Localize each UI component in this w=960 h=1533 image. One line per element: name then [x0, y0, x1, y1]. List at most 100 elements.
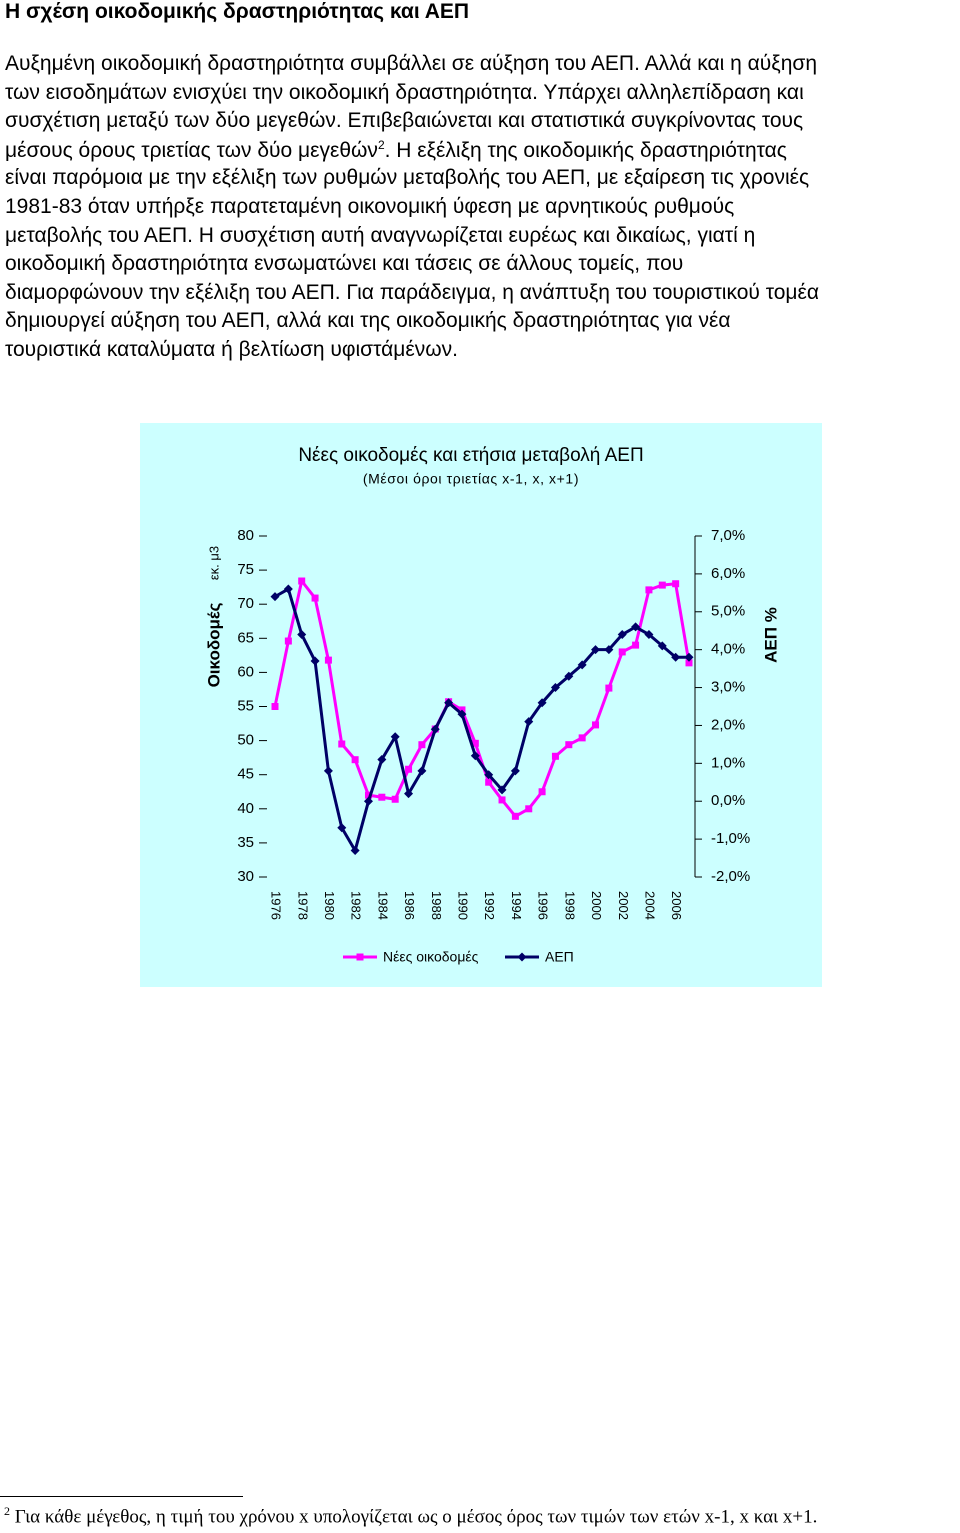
marker — [284, 637, 292, 645]
x-tick-label: 1986 — [402, 891, 417, 920]
x-tick-label: 2006 — [669, 891, 684, 920]
x-tick-label: 1994 — [509, 891, 524, 920]
footnote: 2 Για κάθε μέγεθος, η τιμή του χρόνου x … — [4, 1504, 817, 1528]
legend-label: Νέες οικοδομές — [383, 949, 479, 965]
marker — [510, 766, 520, 776]
y-tick-label: 65 — [237, 629, 254, 646]
chart-title: Νέες οικοδομές και ετήσια μεταβολή ΑΕΠ — [298, 445, 643, 466]
marker — [457, 709, 467, 719]
x-tick-label: 1984 — [375, 891, 390, 920]
y-tick-label: 35 — [237, 834, 254, 851]
y2-tick-label: 7,0% — [711, 527, 745, 544]
marker — [378, 793, 386, 801]
y-tick-label: 40 — [237, 800, 254, 817]
x-tick-label: 1988 — [429, 891, 444, 920]
x-tick-label: 1990 — [456, 891, 471, 920]
marker — [658, 581, 666, 589]
y2-tick-label: 4,0% — [711, 641, 745, 658]
line — [274, 586, 689, 855]
legend-marker — [356, 953, 364, 961]
marker — [297, 630, 307, 640]
marker — [311, 594, 319, 602]
y-tick-label: 80 — [237, 527, 254, 544]
marker — [538, 788, 546, 796]
marker — [350, 845, 360, 855]
y2-tick-label: 3,0% — [711, 679, 745, 696]
x-tick-label: 1976 — [269, 891, 284, 920]
marker — [404, 789, 414, 799]
legend-marker — [517, 952, 527, 962]
y2-tick-label: -1,0% — [711, 830, 750, 847]
marker — [337, 823, 347, 833]
x-tick-label: 2002 — [616, 891, 631, 920]
marker — [444, 698, 454, 708]
marker — [577, 660, 587, 670]
y-tick-label: 75 — [237, 561, 254, 578]
x-tick-label: 2000 — [589, 891, 604, 920]
x-tick-label: 1978 — [295, 891, 310, 920]
marker — [310, 656, 320, 666]
marker — [550, 683, 560, 693]
y2-axis-label: ΑΕΠ % — [761, 607, 780, 663]
marker — [578, 734, 586, 742]
x-tick-label: 1980 — [322, 891, 337, 920]
footnote-text: Για κάθε μέγεθος, η τιμή του χρόνου x υπ… — [14, 1506, 818, 1528]
marker — [430, 724, 440, 734]
marker — [363, 796, 373, 806]
marker — [418, 741, 426, 749]
marker — [283, 584, 293, 594]
y2-tick-label: 0,0% — [711, 792, 745, 809]
marker — [391, 795, 399, 803]
marker — [685, 659, 693, 667]
marker — [338, 740, 346, 748]
y2-tick-label: 6,0% — [711, 565, 745, 582]
marker — [605, 684, 613, 692]
marker — [497, 785, 507, 795]
chart-subtitle: (Μέσοι όροι τριετίας x-1, x, x+1) — [363, 471, 579, 487]
marker — [524, 717, 534, 727]
marker — [632, 641, 640, 649]
paragraph-line: είναι παρόμοια με την εξέλιξη των ρυθμών… — [5, 166, 810, 190]
paragraph-line: μέσους όρους τριετίας των δύο μεγεθών2. … — [5, 138, 787, 163]
marker — [364, 791, 372, 799]
marker — [645, 586, 653, 594]
footnote-ref: 2 — [377, 137, 385, 152]
x-tick-label: 1982 — [349, 891, 364, 920]
marker — [323, 766, 333, 776]
y-tick-label: 50 — [237, 732, 254, 749]
paragraph-line: 1981-83 όταν υπήρξε παρατεταμένη οικονομ… — [5, 195, 735, 218]
x-tick-label: 1996 — [536, 891, 551, 920]
y2-tick-label: 1,0% — [711, 754, 745, 771]
paragraph-line: Αυξημένη οικοδομική δραστηριότητα συμβάλ… — [5, 52, 818, 75]
footnote-rule — [0, 1496, 243, 1497]
y-tick-label: 55 — [237, 697, 254, 714]
marker — [537, 698, 547, 708]
y-axis-unit: εκ. μ3 — [206, 546, 221, 580]
marker — [525, 805, 533, 813]
x-tick-label: 1998 — [562, 891, 577, 920]
paragraph-line: διαμορφώνουν την εξέλιξη του ΑΕΠ. Για πα… — [5, 280, 819, 304]
text: . Η εξέλιξη της οικοδομικής δραστηριότητ… — [384, 138, 787, 162]
marker — [684, 652, 694, 662]
paragraph-line: των εισοδημάτων ενισχύει την οικοδομική … — [5, 80, 804, 104]
paragraph-line: οικοδομική δραστηριότητα ενσωματώνει και… — [5, 252, 684, 276]
marker — [592, 721, 600, 729]
y2-tick-label: -2,0% — [711, 868, 750, 885]
text: μέσους όρους τριετίας των δύο μεγεθών — [5, 138, 378, 162]
marker — [671, 652, 681, 662]
marker — [631, 622, 641, 632]
marker — [324, 656, 332, 664]
y-tick-label: 30 — [237, 868, 254, 885]
paragraph-line: δημιουργεί αύξηση του ΑΕΠ, αλλά και της … — [5, 309, 731, 333]
marker — [565, 741, 573, 749]
marker — [511, 812, 519, 820]
marker — [617, 630, 627, 640]
marker — [485, 778, 493, 786]
y-axis-label: Οικοδομές — [204, 602, 223, 687]
y-tick-label: 60 — [237, 663, 254, 680]
legend-label: ΑΕΠ — [545, 949, 574, 965]
marker — [564, 671, 574, 681]
chart-background — [140, 423, 822, 987]
marker — [618, 648, 626, 656]
